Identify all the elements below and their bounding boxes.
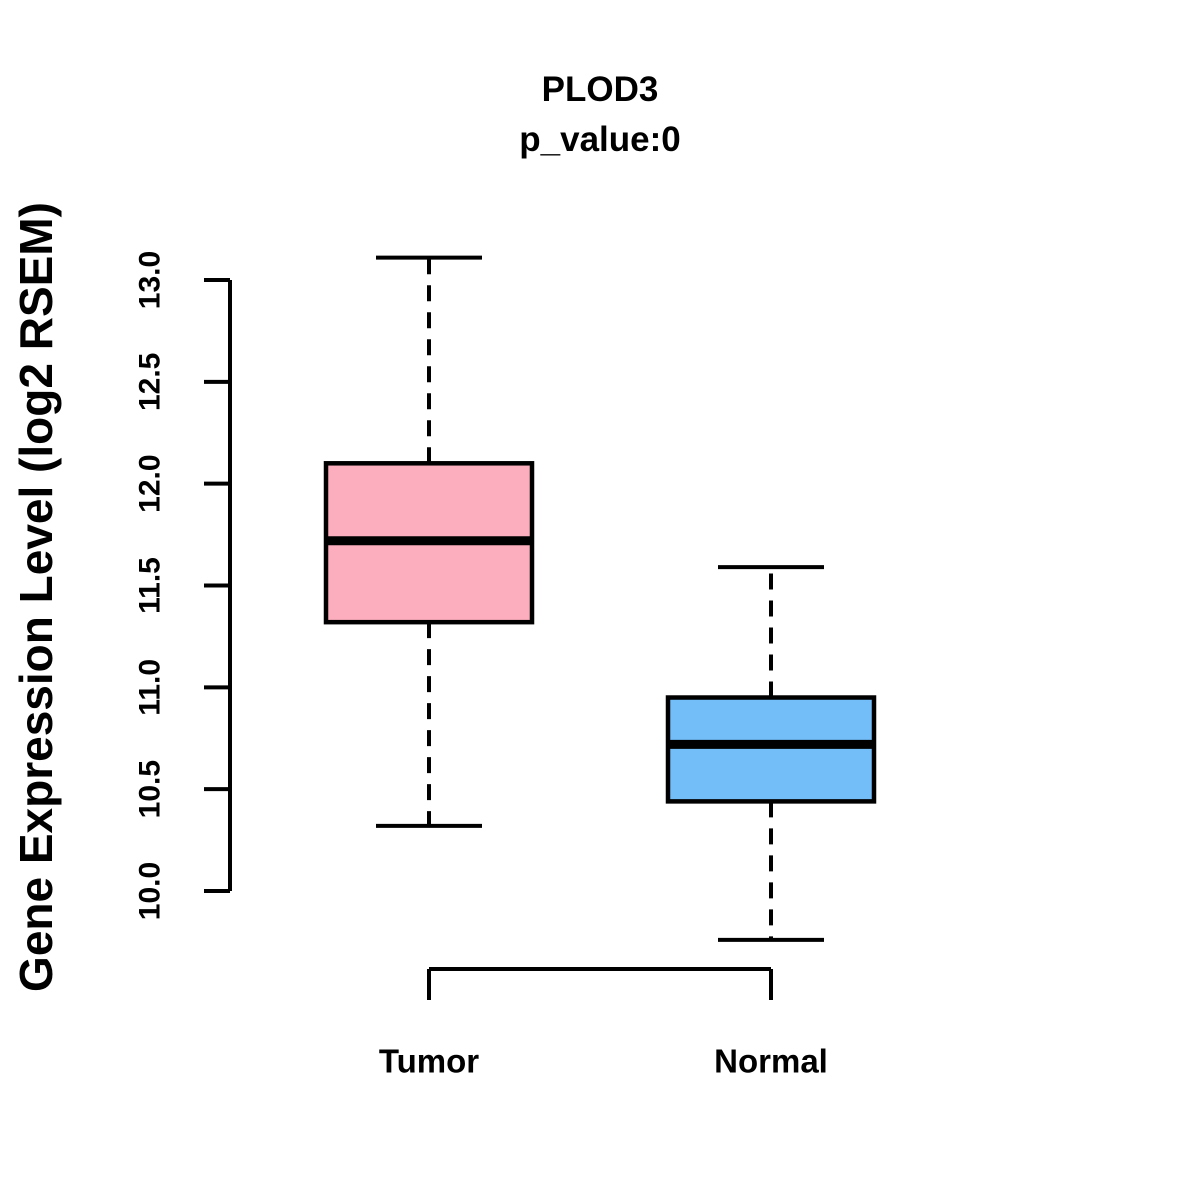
y-axis-tick-label: 10.0: [134, 862, 167, 920]
chart-title: PLOD3: [541, 70, 659, 109]
y-axis-tick-label: 11.5: [134, 557, 167, 614]
x-axis-label-normal: Normal: [714, 1043, 828, 1080]
y-axis-tick-label: 13.0: [134, 251, 167, 309]
y-axis-tick-label: 11.0: [134, 659, 167, 716]
chart-subtitle: p_value:0: [519, 120, 681, 159]
y-axis-tick-label: 12.0: [134, 454, 167, 512]
y-axis-tick-label: 10.5: [134, 760, 167, 818]
box-normal: [665, 695, 877, 804]
x-axis-label-tumor: Tumor: [379, 1043, 479, 1080]
y-axis-tick-label: 12.5: [134, 353, 167, 411]
